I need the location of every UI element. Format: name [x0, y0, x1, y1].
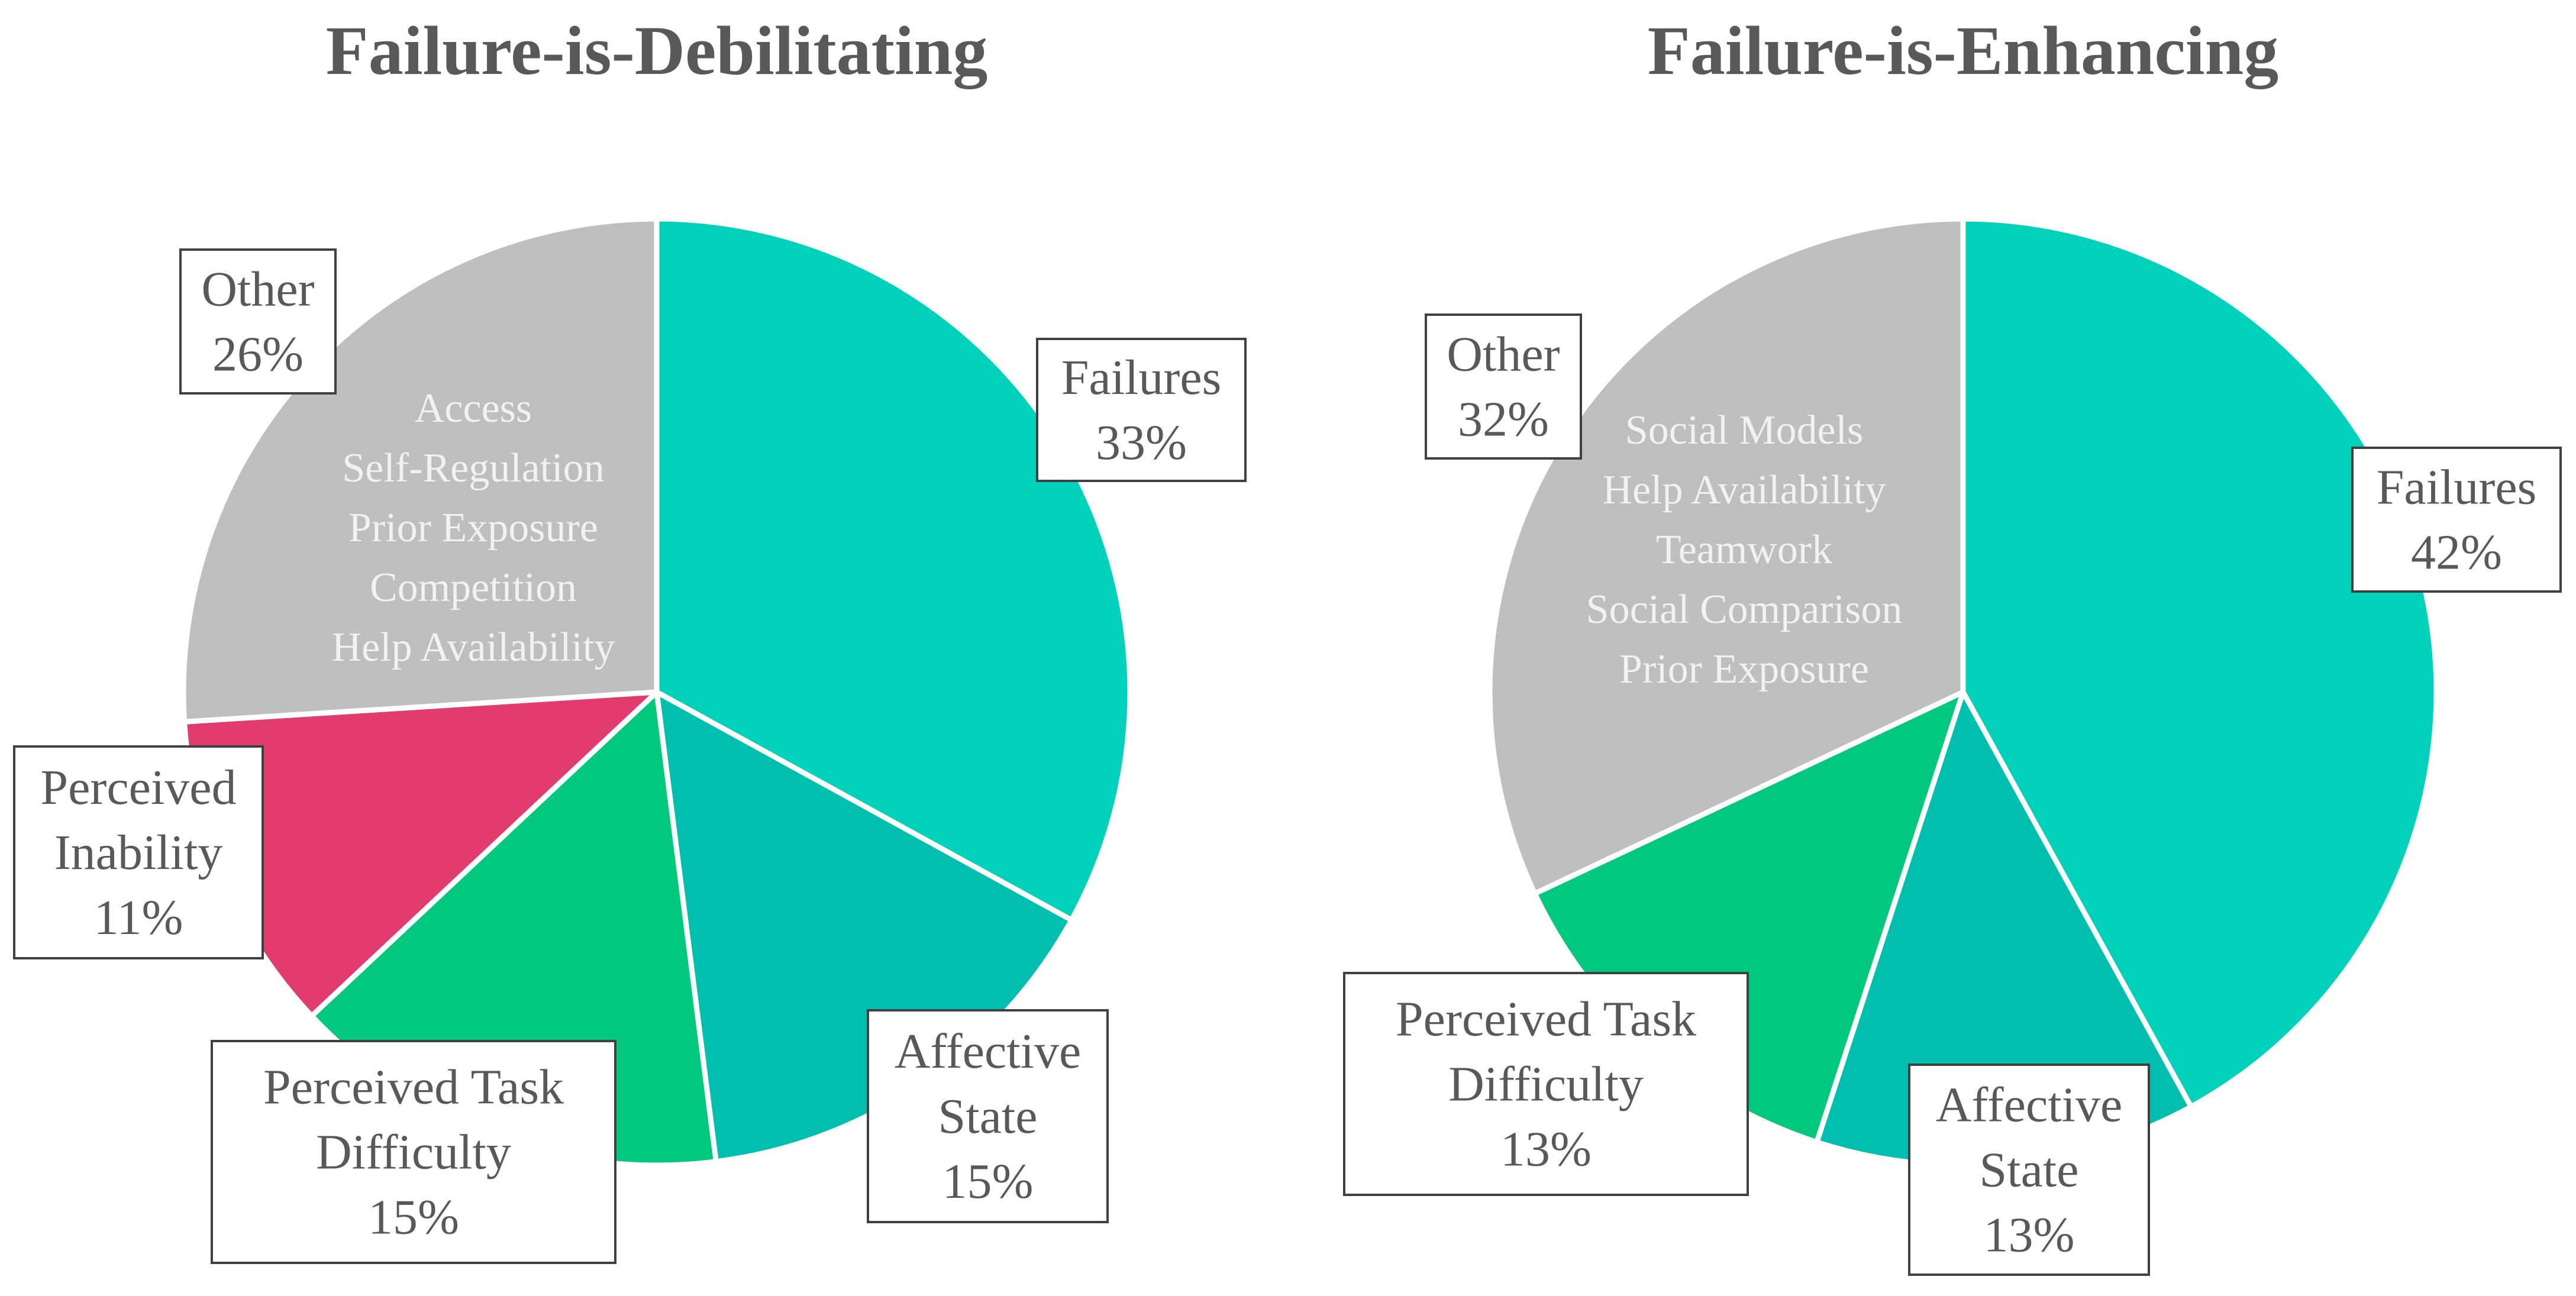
label-box [1036, 338, 1247, 482]
data-labels: Failures 33%Affective State 15%Perceived Ta… [13, 248, 1247, 1264]
label-box [211, 1040, 616, 1264]
slice-percent: 13% [1500, 1122, 1592, 1177]
slice-category: Difficulty [316, 1125, 511, 1180]
slice-category: Affective [1936, 1078, 2123, 1133]
data-label-other: Other 32% [1425, 314, 1582, 460]
other-breakdown-list: Social Models Help Availability Teamwork So… [1586, 408, 1903, 692]
other-breakdown-list: Access Self-Regulation Prior Exposure Compe… [332, 386, 615, 670]
other-breakdown-item: Help Availability [1603, 467, 1886, 513]
data-label-affective-state: Affective State 15% [867, 1009, 1109, 1223]
data-label-affective-state: Affective State 13% [1908, 1064, 2150, 1276]
slice-category: Perceived Task [1396, 992, 1696, 1047]
slice-category: Perceived [40, 760, 236, 815]
slice-label-text: Other 26% [201, 262, 314, 382]
label-box [1908, 1064, 2150, 1276]
data-label-failures: Failures 33% [1036, 338, 1247, 482]
chart-title: Failure-is-Debilitating [326, 12, 988, 89]
other-breakdown-item: Help Availability [332, 625, 615, 670]
other-breakdown-item: Social Models [1625, 408, 1863, 453]
data-label-other: Other 26% [179, 248, 337, 395]
slice-category: Perceived Task [263, 1060, 564, 1115]
slices [1487, 216, 2439, 1168]
slice-percent: 15% [368, 1190, 459, 1245]
other-breakdown-item: Access [415, 386, 532, 431]
slice-category: Inability [54, 825, 223, 880]
slice-percent: 26% [212, 327, 304, 382]
data-labels: Failures 42%Affective State 13%Perceived Ta… [1343, 314, 2562, 1276]
slice-label-text: Failures 33% [1061, 350, 1222, 470]
other-breakdown-item: Prior Exposure [348, 505, 598, 551]
slice-label-text: Perceived Task Difficulty 15% [263, 1060, 564, 1245]
slice-percent: 15% [942, 1154, 1034, 1209]
chart-title: Failure-is-Enhancing [1648, 12, 2279, 89]
slice-label-text: Failures 42% [2377, 460, 2537, 580]
slice-label-text: Other 32% [1447, 327, 1560, 447]
slice-category: Other [1447, 327, 1560, 382]
slice-label-text: Affective State 15% [895, 1024, 1082, 1209]
slice-percent: 13% [1984, 1208, 2075, 1263]
slice-percent: 32% [1458, 392, 1549, 447]
slice-category: Failures [1061, 350, 1222, 405]
label-box [179, 248, 337, 395]
slice-category: Other [201, 262, 314, 317]
slice-category: Affective [895, 1024, 1082, 1079]
label-box [13, 745, 264, 959]
slice-label-text: Affective State 13% [1936, 1078, 2123, 1263]
slice-percent: 33% [1096, 415, 1187, 470]
slice-percent: 42% [2411, 525, 2502, 580]
other-breakdown-item: Social Comparison [1586, 587, 1903, 632]
other-breakdown-item: Teamwork [1656, 527, 1832, 573]
data-label-perceived-inability: Perceived Inability 11% [13, 745, 264, 959]
data-label-failures: Failures 42% [2351, 447, 2562, 593]
other-breakdown-item: Competition [370, 565, 577, 610]
slice-label-text: Perceived Task Difficulty 13% [1396, 992, 1696, 1177]
chart-enhancing: Failure-is-Enhancing Failures 42% Affective… [1343, 12, 2562, 1276]
slice-percent: 11% [94, 890, 183, 945]
slice-label-text: Perceived Inability 11% [40, 760, 236, 945]
slice-category: State [1980, 1143, 2079, 1198]
label-box [1343, 972, 1749, 1196]
data-label-perceived-task-difficulty: Perceived Task Difficulty 13% [1343, 972, 1749, 1196]
label-box [2351, 447, 2562, 593]
other-breakdown-item: Self-Regulation [342, 445, 604, 491]
slice-category: Difficulty [1448, 1057, 1644, 1112]
label-box [1425, 314, 1582, 460]
slice-category: Failures [2377, 460, 2537, 515]
slice-category: State [938, 1089, 1038, 1144]
chart-debilitating: Failure-is-Debilitating Failures 33% Affect… [13, 12, 1247, 1264]
other-breakdown-item: Prior Exposure [1619, 647, 1869, 692]
data-label-perceived-task-difficulty: Perceived Task Difficulty 15% [211, 1040, 616, 1264]
label-box [867, 1009, 1109, 1223]
